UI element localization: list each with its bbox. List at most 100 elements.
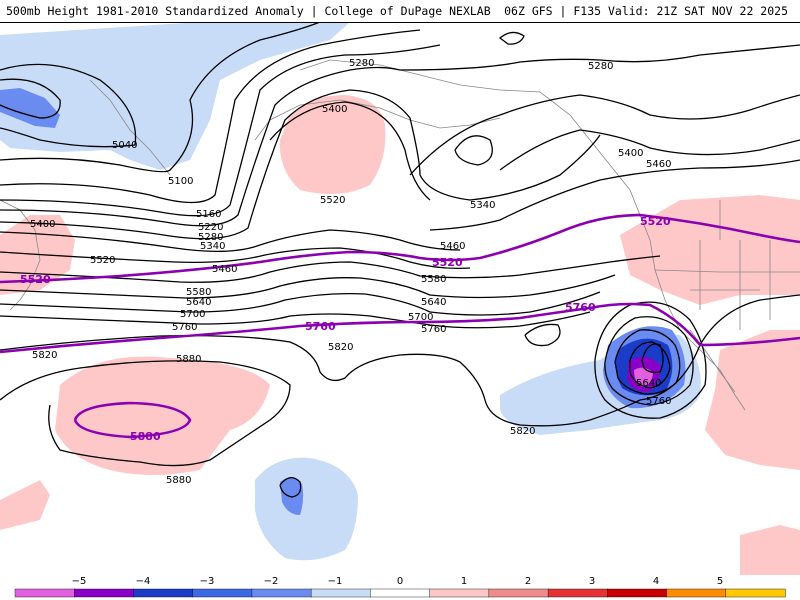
highlight-5760: [0, 302, 800, 354]
label-5160: 5160: [196, 209, 221, 220]
colorbar-segment: [192, 588, 253, 598]
label-5520-left: 5520: [90, 255, 115, 266]
cbar-tick-3: 3: [589, 576, 595, 587]
colorbar-segment: [488, 588, 549, 598]
highlight-5880: [73, 401, 192, 439]
label-5580-left: 5580: [186, 287, 211, 298]
colorbar-segment: [370, 588, 431, 598]
label-5760-left: 5760: [172, 322, 197, 333]
colorbar-svg: −5 −4 −3 −2 −1 0 1 2 3 4 5: [14, 576, 786, 598]
label-5520-ridge: 5520: [320, 195, 345, 206]
map-panel: 5040 5100 5160 5220 5280 5340 5280 5400 …: [0, 22, 800, 575]
positive-anomaly-mexico: [705, 330, 800, 470]
colorbar-segment: [429, 588, 490, 598]
contour-5580: [0, 255, 661, 283]
contour-5100: [0, 22, 321, 173]
label-5880-left: 5880: [176, 354, 201, 365]
label-5640-center: 5640: [421, 297, 446, 308]
label-5100: 5100: [168, 176, 193, 187]
positive-anomaly-se: [740, 525, 800, 575]
label-5400-left: 5400: [30, 219, 55, 230]
hlabel-5760-right: 5760: [565, 301, 596, 314]
label-5400-right: 5400: [618, 148, 643, 159]
highlight-labels: 5520 5520 5520 5760 5760 5880: [20, 215, 671, 443]
label-5640-left: 5640: [186, 297, 211, 308]
hlabel-5520-left: 5520: [20, 273, 51, 286]
contour-5340-left: [0, 89, 601, 240]
coast-kamchatka: [89, 79, 171, 176]
colorbar-segment: [251, 588, 312, 598]
coast-alaska: [299, 59, 641, 216]
cbar-tick-2: 2: [525, 576, 531, 587]
negative-anomaly-cutoff-max: [634, 367, 653, 387]
highlight-contours: [0, 213, 800, 439]
label-5040: 5040: [112, 140, 137, 151]
contour-5520-left: [0, 247, 471, 270]
colorbar-segment: [725, 588, 786, 598]
contour-5640: [0, 274, 616, 299]
label-5700-left: 5700: [180, 309, 205, 320]
label-5340-center: 5340: [470, 200, 495, 211]
cbar-tick-neg3: −3: [200, 576, 215, 587]
positive-anomaly-subtropical: [55, 356, 270, 475]
contour-closed-low: [454, 135, 493, 166]
contour-labels: 5040 5100 5160 5220 5280 5340 5280 5400 …: [30, 58, 671, 486]
colorbar-segment: [14, 588, 75, 598]
colorbar-segments: [14, 588, 786, 598]
hlabel-5880: 5880: [130, 430, 161, 443]
label-5820-left: 5820: [32, 350, 57, 361]
label-5460-center: 5460: [440, 241, 465, 252]
contour-5220: [0, 44, 441, 217]
contour-cutoff-5640: [629, 341, 671, 389]
contour-cutoff-5700: [614, 329, 681, 395]
label-5460-right: 5460: [646, 159, 671, 170]
contour-5820-right: [639, 294, 800, 401]
contour-5340-right: [409, 94, 800, 176]
contour-5700: [0, 291, 601, 316]
label-5460-mid: 5460: [212, 264, 237, 275]
anomaly-shading: [0, 22, 800, 575]
label-5280-right: 5280: [588, 61, 613, 72]
contour-5460-left: [0, 229, 461, 253]
contour-5040: [0, 63, 137, 148]
label-5220: 5220: [198, 222, 223, 233]
negative-anomaly-south-core: [280, 477, 304, 515]
contour-sw-low: [279, 477, 302, 498]
cbar-tick-5: 5: [717, 576, 723, 587]
contour-closed-small: [524, 323, 561, 347]
map-canvas: 5040 5100 5160 5220 5280 5340 5280 5400 …: [0, 22, 800, 575]
contour-5400-right: [499, 129, 800, 171]
label-5700-center: 5700: [408, 312, 433, 323]
label-5280-top: 5280: [349, 58, 374, 69]
contour-nw-small: [498, 31, 525, 45]
contour-5760-black: [0, 311, 591, 329]
contour-5040-inner: [0, 78, 61, 119]
label-5760-center: 5760: [421, 324, 446, 335]
contour-5880: [0, 360, 291, 467]
colorbar-segment: [666, 588, 727, 598]
height-contours: [0, 22, 800, 498]
positive-anomaly-sw: [0, 480, 50, 530]
colorbar-segment: [547, 588, 609, 598]
cbar-tick-neg5: −5: [72, 576, 87, 587]
contour-5160: [0, 29, 421, 204]
cbar-tick-0: 0: [397, 576, 403, 587]
hlabel-5520-center: 5520: [432, 256, 463, 269]
product-title: 500mb Height 1981-2010 Standardized Anom…: [6, 4, 491, 18]
label-5820-center: 5820: [328, 342, 353, 353]
label-5760-cutoff: 5760: [646, 396, 671, 407]
hlabel-5520-right: 5520: [640, 215, 671, 228]
negative-anomaly-aleutian: [0, 22, 350, 170]
label-5880-bottom: 5880: [166, 475, 191, 486]
colorbar-segment: [310, 588, 372, 598]
positive-anomaly-rockies: [620, 195, 800, 305]
label-5820-right: 5820: [510, 426, 535, 437]
cbar-tick-neg2: −2: [264, 576, 279, 587]
positive-anomaly-bering: [279, 95, 386, 194]
hlabel-5760-center: 5760: [305, 320, 336, 333]
cbar-tick-neg4: −4: [136, 576, 151, 587]
label-5580-center: 5580: [421, 274, 446, 285]
states-grid: [690, 200, 771, 330]
border-canada-us: [654, 269, 800, 273]
label-5400-top: 5400: [322, 104, 347, 115]
